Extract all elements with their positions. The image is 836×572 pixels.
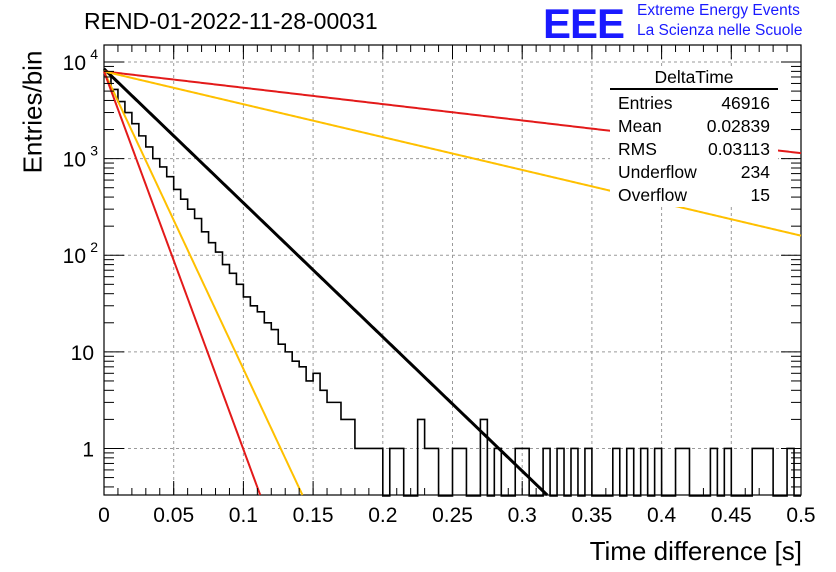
y-tick-label: 10 bbox=[71, 342, 94, 365]
grid bbox=[104, 45, 801, 495]
x-tick-label: 0.2 bbox=[368, 504, 397, 527]
curve-orange-slow bbox=[103, 70, 802, 237]
curve-fit bbox=[102, 67, 549, 497]
y-tick-exponent: 4 bbox=[90, 46, 98, 62]
tick-labels: 0 0.05 0.1 0.15 0.2 0.25 0.3 0.35 0.4 0.45 0.5 1 10 1… bbox=[63, 46, 816, 527]
stats-value: 46916 bbox=[721, 93, 770, 113]
stats-label: Underflow bbox=[618, 162, 697, 182]
stats-value: 0.02839 bbox=[706, 116, 770, 136]
x-axis-label: Time difference [s] bbox=[589, 536, 802, 566]
logo-line-1: Extreme Energy Events bbox=[637, 2, 800, 19]
x-tick-label: 0.05 bbox=[153, 504, 194, 527]
y-tick-label: 10 bbox=[63, 245, 86, 268]
x-tick-label: 0 bbox=[98, 504, 110, 527]
x-tick-label: 0.1 bbox=[229, 504, 258, 527]
stats-value: 234 bbox=[740, 162, 770, 182]
eee-logo: EEE bbox=[543, 0, 625, 47]
x-tick-label: 0.15 bbox=[293, 504, 334, 527]
axis-ticks bbox=[103, 45, 802, 495]
stats-row: Overflow 15 bbox=[610, 184, 778, 207]
x-tick-label: 0.3 bbox=[508, 504, 537, 527]
stats-box: DeltaTime Entries 46916 Mean 0.02839 RMS 0.… bbox=[610, 66, 778, 207]
stats-row: Mean 0.02839 bbox=[610, 115, 778, 138]
curve-red-fast bbox=[103, 71, 262, 496]
y-tick-exponent: 2 bbox=[90, 239, 98, 255]
histogram bbox=[104, 71, 801, 497]
stats-label: Mean bbox=[618, 116, 662, 136]
y-tick-label: 10 bbox=[63, 52, 86, 75]
x-tick-label: 0.5 bbox=[786, 504, 815, 527]
curve-orange-fast bbox=[103, 70, 304, 496]
histogram-step-line bbox=[104, 71, 801, 497]
x-tick-label: 0.25 bbox=[432, 504, 473, 527]
x-tick-label: 0.35 bbox=[571, 504, 612, 527]
stats-label: RMS bbox=[618, 139, 657, 159]
x-tick-label: 0.4 bbox=[647, 504, 677, 527]
stats-label: Overflow bbox=[618, 185, 688, 205]
y-tick-exponent: 3 bbox=[90, 143, 98, 159]
stats-title: DeltaTime bbox=[610, 66, 778, 90]
y-tick-label: 1 bbox=[82, 438, 94, 461]
stats-label: Entries bbox=[618, 93, 673, 113]
y-axis-label: Entries/bin bbox=[17, 50, 48, 174]
stats-value: 15 bbox=[750, 185, 770, 205]
stats-row: Underflow 234 bbox=[610, 161, 778, 184]
x-tick-label: 0.45 bbox=[711, 504, 752, 527]
chart-title: REND-01-2022-11-28-00031 bbox=[84, 8, 378, 34]
stats-row: RMS 0.03113 bbox=[610, 138, 778, 161]
stats-row: Entries 46916 bbox=[610, 92, 778, 115]
stats-value: 0.03113 bbox=[708, 139, 770, 159]
y-tick-label: 10 bbox=[63, 149, 86, 172]
logo-line-2: La Scienza nelle Scuole bbox=[637, 22, 803, 39]
